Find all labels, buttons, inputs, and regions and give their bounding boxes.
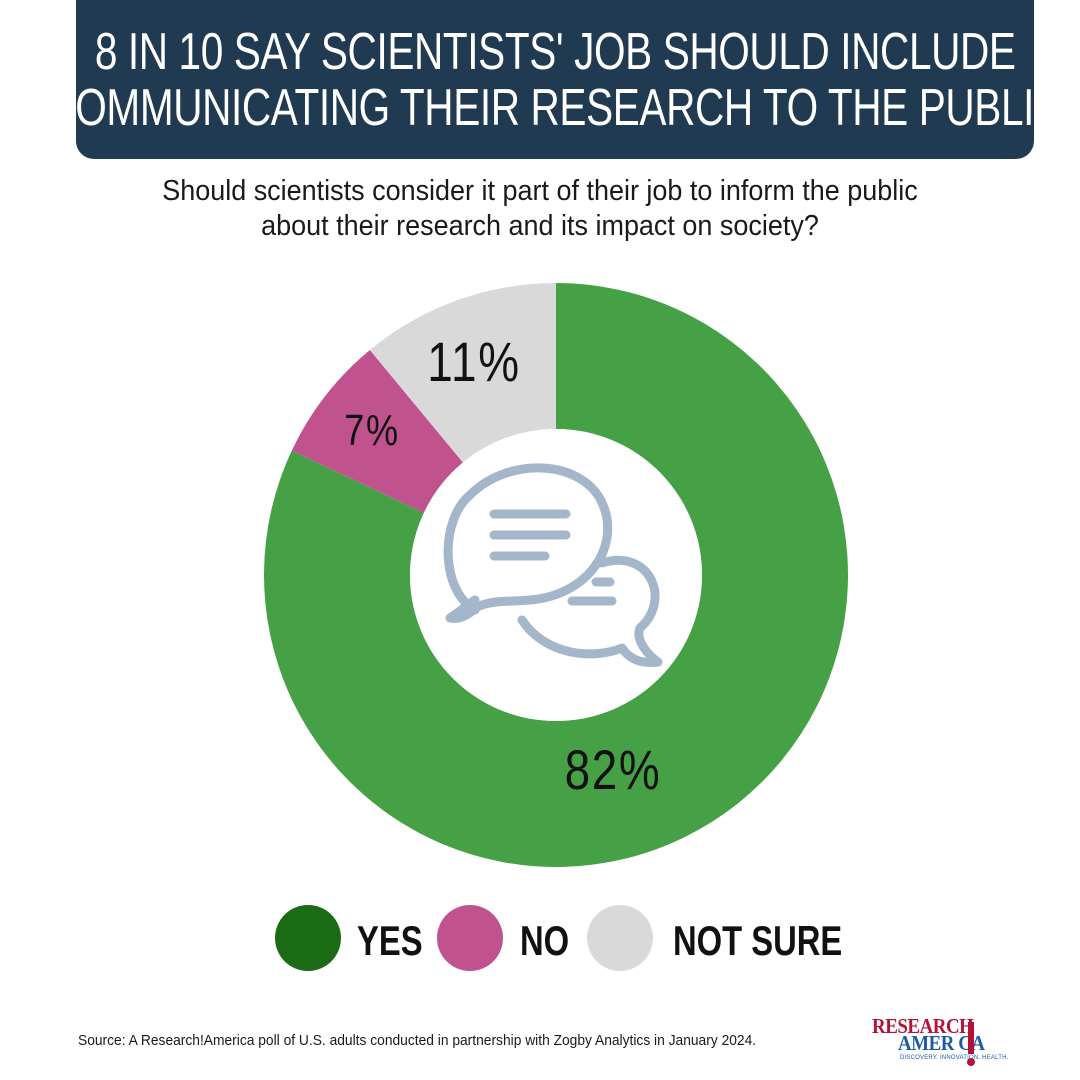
legend-swatch-not-sure	[587, 905, 653, 971]
logo-exclamation-dot	[967, 1058, 975, 1066]
logo-line-1: RESEARCH	[872, 1014, 974, 1038]
question-line-1: Should scientists consider it part of th…	[162, 175, 918, 207]
donut-slices	[263, 283, 848, 868]
logo-exclamation-bar	[968, 1022, 974, 1054]
source-note: Source: A Research!America poll of U.S. …	[78, 1032, 757, 1049]
slice-no	[291, 350, 463, 513]
title-line-2: COMMUNICATING THEIR RESEARCH TO THE PUBL…	[46, 78, 1064, 137]
slice-yes	[263, 283, 848, 868]
legend: YES NO NOT SURE	[0, 905, 1080, 975]
slice-not-sure	[369, 283, 556, 463]
question-text: Should scientists consider it part of th…	[60, 174, 1020, 244]
slice-label-yes: 82%	[565, 739, 662, 801]
chat-bubbles-icon	[443, 463, 663, 667]
slice-label-not-sure: 11%	[427, 331, 520, 393]
donut-hole	[410, 429, 702, 721]
question-line-2: about their research and its impact on s…	[261, 210, 819, 242]
title-line-1: 8 IN 10 SAY SCIENTISTS' JOB SHOULD INCLU…	[94, 22, 1016, 81]
logo-tagline: DISCOVERY. INNOVATION. HEALTH.	[900, 1055, 1009, 1061]
legend-label-no: NO	[520, 917, 570, 964]
research-america-logo: RESEARCH AMER CA DISCOVERY. INNOVATION. …	[872, 1014, 1012, 1074]
legend-swatch-no	[437, 905, 503, 971]
legend-label-yes: YES	[357, 917, 423, 964]
title-banner: 8 IN 10 SAY SCIENTISTS' JOB SHOULD INCLU…	[47, 0, 1064, 159]
slice-labels: 82% 7% 11%	[344, 331, 662, 801]
legend-swatch-yes	[275, 905, 341, 971]
slice-label-no: 7%	[344, 405, 399, 454]
legend-label-not-sure: NOT SURE	[673, 917, 843, 964]
